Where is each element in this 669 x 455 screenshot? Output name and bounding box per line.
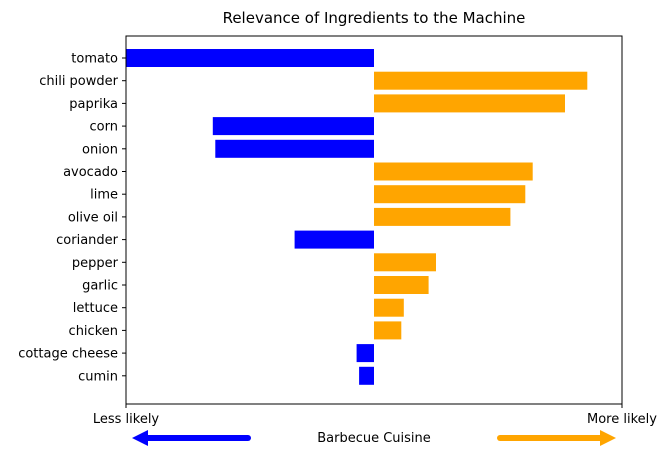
more-likely-arrow-head	[600, 430, 616, 446]
bar-corn	[212, 117, 374, 136]
category-label-chili-powder: chili powder	[39, 74, 118, 89]
category-label-lettuce: lettuce	[73, 301, 118, 316]
plot-frame	[125, 35, 623, 405]
bar-lime	[374, 185, 526, 204]
x-ticks-group	[125, 404, 623, 408]
more-likely-arrow	[497, 430, 616, 446]
category-label-olive-oil: olive oil	[68, 210, 118, 225]
bar-lettuce	[374, 298, 404, 317]
bar-chicken	[374, 321, 402, 340]
x-tick-label-more-likely: More likely	[587, 412, 657, 427]
bar-olive-oil	[374, 207, 511, 226]
category-label-pepper: pepper	[72, 256, 119, 271]
bar-paprika	[374, 94, 565, 113]
category-label-corn: corn	[90, 120, 118, 135]
category-label-garlic: garlic	[82, 279, 118, 294]
bar-cumin	[359, 366, 374, 385]
category-label-chicken: chicken	[69, 324, 118, 339]
bar-chili-powder	[374, 71, 588, 90]
category-label-onion: onion	[82, 142, 118, 157]
category-label-cumin: cumin	[78, 369, 118, 384]
bar-onion	[215, 139, 374, 158]
category-labels-group: tomato chili powder paprika corn onion avocad…	[18, 52, 126, 384]
category-label-paprika: paprika	[69, 97, 118, 112]
category-label-avocado: avocado	[63, 165, 118, 180]
bar-coriander	[294, 230, 374, 249]
bar-pepper	[374, 253, 436, 272]
bar-avocado	[374, 162, 533, 181]
category-label-cottage-cheese: cottage cheese	[18, 347, 118, 362]
x-tick-label-less-likely: Less likely	[93, 412, 160, 427]
bar-tomato	[126, 49, 374, 67]
bar-cottage-cheese	[356, 344, 374, 363]
x-axis-label: Barbecue Cuisine	[317, 431, 431, 446]
less-likely-arrow	[132, 430, 251, 446]
bar-garlic	[374, 276, 429, 294]
category-label-tomato: tomato	[71, 52, 118, 67]
less-likely-arrow-head	[132, 430, 148, 446]
bars-group	[126, 49, 588, 385]
category-label-lime: lime	[90, 188, 118, 203]
chart-title: Relevance of Ingredients to the Machine	[223, 9, 526, 27]
category-label-coriander: coriander	[56, 233, 119, 248]
